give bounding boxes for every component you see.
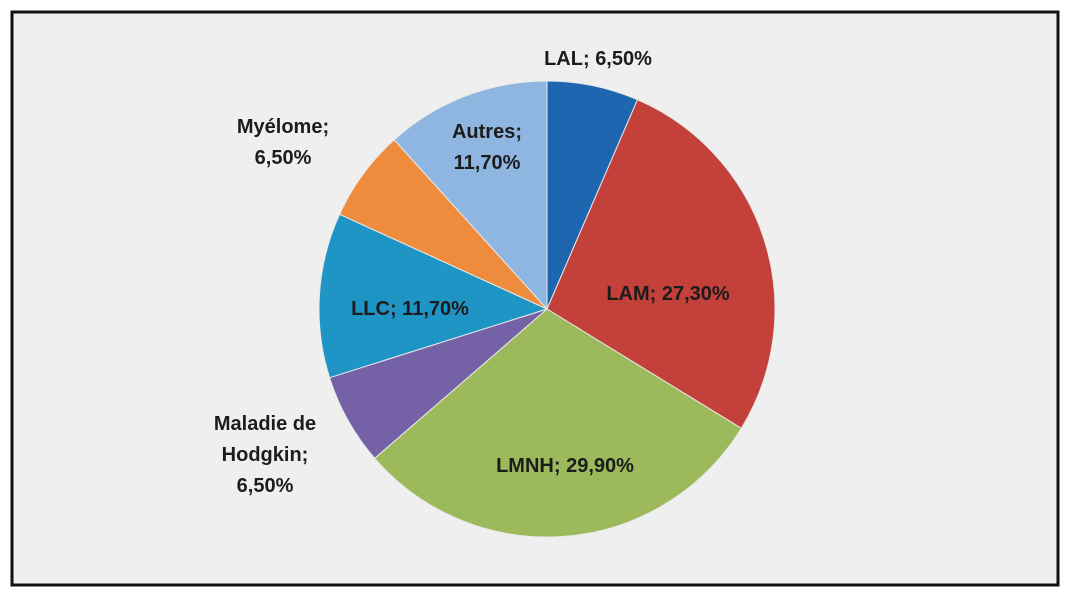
data-label: LAM; 27,30%	[606, 283, 730, 305]
data-label-line: 11,70%	[454, 152, 521, 174]
data-label: LAL; 6,50%	[544, 48, 652, 70]
data-label: Maladie de Hodgkin; 6,50%	[214, 413, 316, 497]
data-label-line: LAM; 27,30%	[606, 283, 730, 305]
data-label-line: Autres;	[452, 121, 522, 143]
pie-slice	[546, 99, 776, 430]
data-label-line: 6,50%	[255, 147, 312, 169]
data-label: Myélome; 6,50%	[237, 116, 329, 169]
pie-slice	[393, 80, 548, 311]
data-label-line: 6,50%	[237, 475, 294, 497]
data-label: LMNH; 29,90%	[496, 455, 634, 477]
data-label: Autres; 11,70%	[452, 121, 522, 174]
data-label-line: Myélome;	[237, 116, 329, 138]
data-label-line: Maladie de	[214, 413, 316, 435]
data-label-line: LAL; 6,50%	[544, 48, 652, 70]
data-label-line: LMNH; 29,90%	[496, 455, 634, 477]
pie-slice	[373, 308, 742, 538]
data-label: LLC; 11,70%	[351, 298, 469, 320]
data-label-line: LLC; 11,70%	[351, 298, 469, 320]
data-label-line: Hodgkin;	[222, 444, 309, 466]
pie-slice	[318, 213, 549, 379]
